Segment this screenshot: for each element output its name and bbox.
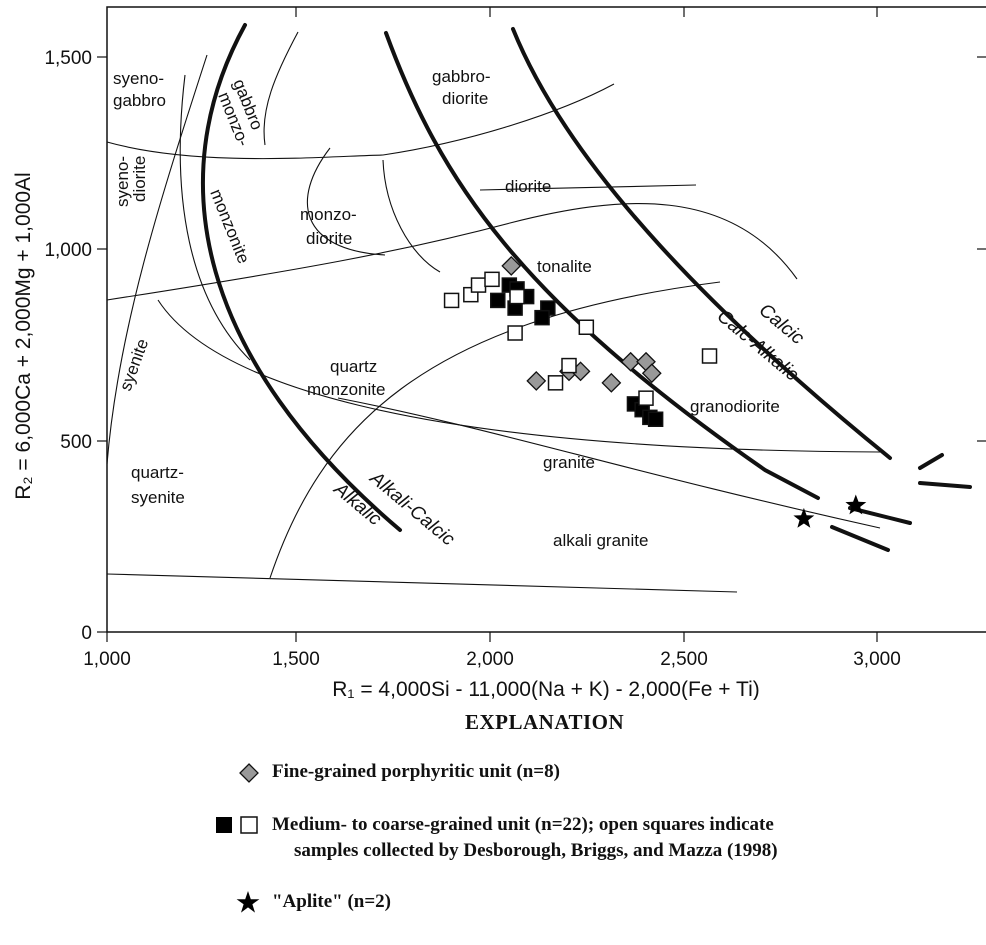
field-label-syeno-diorite: diorite xyxy=(130,156,149,202)
field-label-gabbro-diorite: diorite xyxy=(442,89,488,108)
legend-diamond-icon xyxy=(239,763,259,783)
diamond-point xyxy=(526,370,547,391)
field-label-quartz-syenite: quartz- xyxy=(131,463,184,482)
open-square-point xyxy=(701,348,718,364)
legend-filled-square-icon xyxy=(216,817,232,833)
filled-square-point xyxy=(647,411,664,427)
open-square-point xyxy=(547,375,564,391)
filled-square-point xyxy=(534,309,550,326)
legend-medium-line2: samples collected by Desborough, Briggs,… xyxy=(294,840,778,861)
field-label-syeno-gabbro: syeno- xyxy=(113,69,164,88)
diamond-point xyxy=(620,351,641,372)
plot-frame xyxy=(106,6,986,633)
y-tick-label: 0 xyxy=(81,623,92,644)
x-tick-label: 2,000 xyxy=(466,649,514,670)
trend-labels: Calcic Calc-Alkalic Alkali-Calcic Alkali… xyxy=(329,300,808,551)
field-label-quartz-monzonite: quartz xyxy=(330,357,377,376)
field-label-quartz-syenite: syenite xyxy=(131,488,185,507)
legend: EXPLANATION Fine-grained porphyritic uni… xyxy=(0,700,986,945)
open-square-point xyxy=(509,288,525,305)
legend-star-icon xyxy=(236,891,260,913)
field-label-granite: granite xyxy=(543,453,595,472)
r1-r2-classification-plot: 1,500 1,000 500 0 1,000 1,500 2,000 2,50… xyxy=(12,6,986,700)
filled-square-point xyxy=(490,292,506,309)
legend-aplite: "Aplite" (n=2) xyxy=(272,891,392,912)
data-points xyxy=(443,255,867,528)
field-label-tonalite: tonalite xyxy=(537,257,592,276)
y-tick-label: 500 xyxy=(60,432,92,453)
open-square-point xyxy=(507,325,523,341)
field-label-alkali-granite: alkali granite xyxy=(553,531,648,550)
field-label-diorite: diorite xyxy=(505,177,551,196)
open-square-point xyxy=(484,271,500,288)
open-square-point xyxy=(638,390,654,406)
legend-title: EXPLANATION xyxy=(465,710,625,734)
x-tick-label: 1,500 xyxy=(272,649,320,670)
diamond-point xyxy=(501,255,522,276)
star-point xyxy=(793,507,815,528)
x-tick-label: 3,000 xyxy=(853,649,901,670)
y-tick-label: 1,000 xyxy=(44,240,92,261)
legend-open-square-icon xyxy=(240,816,258,834)
open-square-point xyxy=(561,357,577,374)
diamond-point xyxy=(601,372,622,393)
alkalinity-boundaries xyxy=(200,23,972,552)
y-tick-labels: 1,500 1,000 500 0 xyxy=(44,48,92,644)
field-label-syenite: syenite xyxy=(116,336,152,393)
open-square-point xyxy=(470,277,487,293)
y-tick-label: 1,500 xyxy=(44,48,92,69)
legend-medium-line1: Medium- to coarse-grained unit (n=22); o… xyxy=(272,814,774,835)
open-square-point xyxy=(443,292,460,309)
x-tick-label: 1,000 xyxy=(83,649,131,670)
field-label-monzonite: monzonite xyxy=(206,186,253,266)
x-tick-labels: 1,000 1,500 2,000 2,500 3,000 xyxy=(83,649,901,670)
diamond-point xyxy=(641,363,662,384)
field-label-syeno-gabbro: gabbro xyxy=(113,91,166,110)
x-tick-label: 2,500 xyxy=(660,649,708,670)
y-axis-label: R₂ = 6,000Ca + 2,000Mg + 1,000Al xyxy=(12,172,35,499)
field-boundaries xyxy=(106,31,881,593)
field-label-monzo-diorite: diorite xyxy=(306,229,352,248)
field-label-granodiorite: granodiorite xyxy=(690,397,780,416)
field-label-gabbro-diorite: gabbro- xyxy=(432,67,491,86)
field-label-syeno-diorite: syeno- xyxy=(113,156,132,207)
field-label-quartz-monzonite: monzonite xyxy=(307,380,385,399)
open-square-point xyxy=(578,319,595,335)
axis-ticks xyxy=(97,7,986,642)
x-axis-label: R₁ = 4,000Si - 11,000(Na + K) - 2,000(Fe… xyxy=(332,678,760,700)
field-label-monzo-diorite: monzo- xyxy=(300,205,357,224)
legend-fine-grained: Fine-grained porphyritic unit (n=8) xyxy=(272,761,560,782)
star-point xyxy=(845,494,867,515)
